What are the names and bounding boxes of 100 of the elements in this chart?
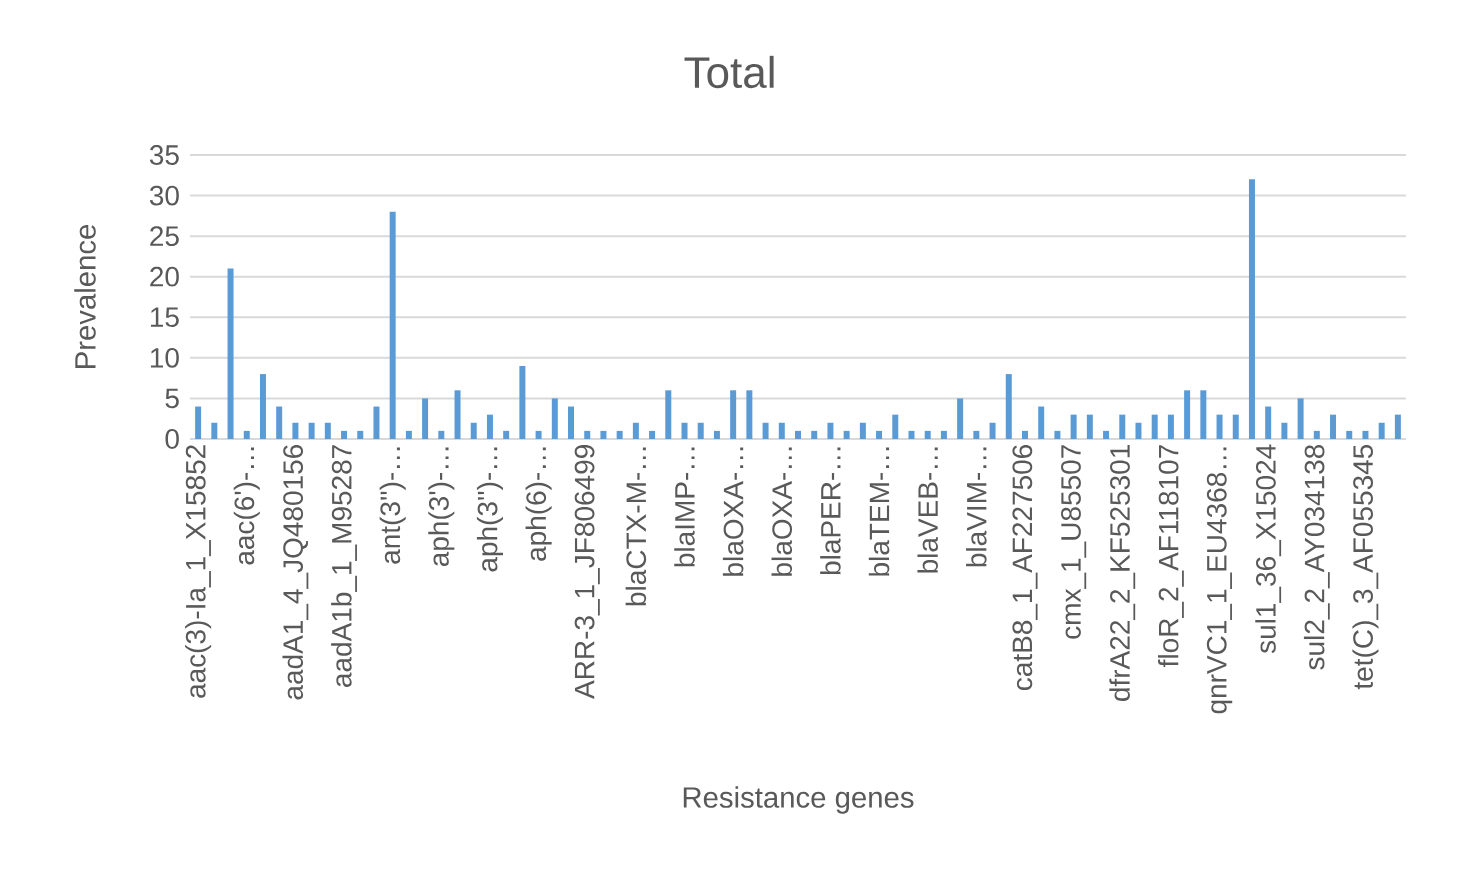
bar bbox=[1038, 406, 1045, 439]
x-tick-label: sul1_36_X15024 bbox=[1255, 444, 1282, 654]
x-tick-label: tet(C)_3_AF055345 bbox=[1352, 444, 1379, 690]
bar bbox=[1167, 414, 1174, 439]
bar bbox=[227, 268, 234, 439]
x-tick-label: blaCTX-M-… bbox=[625, 447, 647, 606]
x-axis-title: Resistance genes bbox=[683, 786, 914, 814]
bar bbox=[1378, 422, 1385, 439]
bar bbox=[892, 414, 899, 439]
bar bbox=[989, 422, 996, 439]
x-tick-label: blaPER-… bbox=[820, 447, 841, 575]
x-tick-label: blaTEM-… bbox=[868, 447, 890, 576]
x-tick-label: aph(6)-… bbox=[525, 447, 552, 561]
bar bbox=[1135, 422, 1142, 439]
bar bbox=[373, 406, 380, 439]
bar bbox=[697, 422, 704, 439]
x-tick-label: cmx_1_U85507 bbox=[1061, 445, 1087, 639]
bar bbox=[632, 422, 639, 439]
bar bbox=[292, 422, 299, 439]
bar bbox=[1313, 430, 1320, 439]
x-tick-label: qnrVC1_1_EU4368… bbox=[1206, 447, 1233, 714]
bar bbox=[341, 430, 348, 439]
x-tick-label: aph(3')-… bbox=[428, 447, 455, 567]
bar bbox=[1362, 430, 1369, 439]
x-tick-label: blaIMP-… bbox=[674, 447, 695, 567]
bar bbox=[1232, 414, 1239, 439]
bar bbox=[1394, 414, 1401, 439]
bar bbox=[357, 430, 364, 439]
y-tick-label: 25 bbox=[150, 226, 179, 247]
x-tick-label: dfrA22_2_KF525301 bbox=[1109, 445, 1136, 701]
x-tick-label: ARR-3_1_JF806499 bbox=[574, 445, 600, 699]
bar bbox=[551, 398, 558, 439]
bar bbox=[259, 374, 266, 439]
bar bbox=[405, 430, 412, 439]
bar bbox=[422, 398, 429, 439]
bar bbox=[1119, 414, 1126, 439]
y-tick-label: 5 bbox=[165, 388, 179, 409]
bar bbox=[665, 390, 672, 439]
x-tick-label: blaVIM-… bbox=[966, 447, 987, 567]
bar bbox=[1216, 414, 1223, 439]
bar bbox=[973, 430, 980, 439]
bar bbox=[1184, 390, 1191, 439]
bar bbox=[600, 430, 607, 439]
x-tick-label: aac(6')-… bbox=[233, 447, 260, 565]
bar bbox=[519, 365, 526, 439]
bar bbox=[584, 430, 591, 439]
bar bbox=[1248, 179, 1255, 439]
bar bbox=[957, 398, 964, 439]
y-tick-label: 35 bbox=[149, 145, 179, 165]
bar bbox=[924, 430, 931, 439]
bar bbox=[324, 422, 331, 439]
bar bbox=[195, 406, 202, 439]
bar bbox=[568, 406, 575, 439]
bar bbox=[1346, 430, 1353, 439]
x-tick-label: blaOXA-… bbox=[771, 447, 793, 576]
bar bbox=[389, 211, 396, 439]
bar bbox=[908, 430, 915, 439]
x-tick-label: sul2_2_AY034138 bbox=[1303, 444, 1330, 670]
bar bbox=[1086, 414, 1093, 439]
x-tick-label: ant(3'')-… bbox=[379, 447, 406, 564]
bar bbox=[1330, 414, 1337, 439]
x-tick-label: aadA1b_1_M95287 bbox=[331, 445, 357, 687]
bar bbox=[438, 430, 445, 439]
bar bbox=[730, 390, 737, 439]
bar bbox=[1070, 414, 1077, 439]
bar bbox=[1005, 374, 1012, 439]
bar bbox=[746, 390, 753, 439]
bar bbox=[681, 422, 688, 439]
bar bbox=[843, 430, 850, 439]
x-tick-label: catB8_1_AF227506 bbox=[1012, 444, 1038, 691]
bar bbox=[1200, 390, 1207, 439]
bar bbox=[1265, 406, 1272, 439]
bar bbox=[1103, 430, 1110, 439]
y-tick-label: 10 bbox=[150, 347, 179, 368]
bar bbox=[276, 406, 283, 439]
x-tick-label: aph(3'')-… bbox=[476, 447, 504, 572]
bar bbox=[1297, 398, 1304, 439]
bar bbox=[486, 414, 493, 439]
x-tick-label: blaVEB-… bbox=[917, 447, 938, 573]
bar bbox=[795, 430, 801, 439]
chart-title: Total bbox=[684, 55, 774, 89]
y-tick-label: 30 bbox=[149, 185, 179, 206]
bar bbox=[503, 430, 510, 439]
bar bbox=[940, 430, 947, 439]
bar bbox=[1054, 430, 1061, 439]
y-axis-title: Prevalence bbox=[74, 224, 96, 368]
bar bbox=[762, 422, 769, 439]
y-tick-label: 20 bbox=[150, 266, 179, 287]
x-tick-label: floR_2_AF118107 bbox=[1157, 445, 1184, 667]
bar bbox=[827, 422, 834, 439]
bar bbox=[243, 430, 250, 439]
x-tick-label: blaOXA-… bbox=[722, 447, 744, 576]
bar bbox=[811, 430, 818, 439]
bar bbox=[713, 430, 720, 439]
bar bbox=[876, 430, 883, 439]
bar bbox=[649, 430, 656, 439]
y-tick-label: 15 bbox=[150, 307, 179, 328]
x-tick-label: aac(3)-Ia_1_X15852 bbox=[185, 445, 212, 698]
bar bbox=[454, 390, 461, 439]
bar bbox=[1151, 414, 1158, 439]
